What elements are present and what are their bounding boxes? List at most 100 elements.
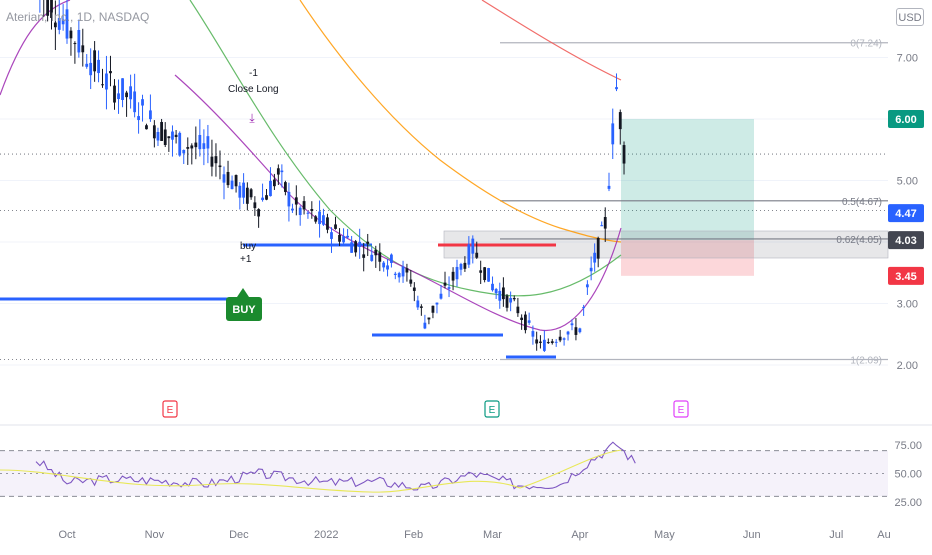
candle-body xyxy=(611,123,615,145)
candle-body xyxy=(374,249,378,256)
candle-body xyxy=(234,175,238,187)
candle-body xyxy=(386,265,389,270)
candle-body xyxy=(280,170,284,173)
candle-body xyxy=(322,215,325,225)
candle-body xyxy=(419,306,423,308)
candle-body xyxy=(501,287,505,300)
price-badge-label: 3.45 xyxy=(895,271,916,283)
candle-body xyxy=(498,290,502,301)
rsi-axis-label: 75.00 xyxy=(894,440,922,452)
candle-body xyxy=(531,331,535,337)
rsi-pane xyxy=(0,441,888,497)
price-axis-label: 3.00 xyxy=(897,299,918,311)
earnings-marker xyxy=(162,400,178,418)
candle-body xyxy=(314,216,318,222)
price-badge xyxy=(888,231,924,250)
candle-body xyxy=(273,179,276,187)
candle-body xyxy=(393,273,397,275)
candle-body xyxy=(310,209,314,211)
candle-body xyxy=(50,0,53,18)
close-long-arrow: ⤓ xyxy=(249,111,255,125)
candle-body xyxy=(459,263,463,270)
candle-body xyxy=(593,252,597,263)
candle-body xyxy=(397,273,401,278)
candle-body xyxy=(77,30,81,53)
candle-body xyxy=(93,50,97,72)
candle-body xyxy=(261,197,264,201)
candle-body xyxy=(622,145,626,164)
time-axis-label: Apr xyxy=(571,529,588,541)
candle-body xyxy=(242,182,245,198)
candle-body xyxy=(475,252,479,258)
candle-body xyxy=(362,254,366,258)
candle-body xyxy=(287,191,291,207)
candle-body xyxy=(562,338,566,340)
price-badge-label: 4.03 xyxy=(895,235,916,247)
candle-body xyxy=(156,131,160,141)
candle-body xyxy=(334,224,337,229)
candle-body xyxy=(390,254,393,263)
candle-body xyxy=(141,99,144,106)
candle-body xyxy=(302,201,306,210)
candlesticks xyxy=(39,0,626,352)
candle-body xyxy=(596,237,600,259)
time-axis-label: Feb xyxy=(404,529,423,541)
price-badge xyxy=(888,266,924,285)
candle-body xyxy=(447,287,451,289)
candle-body xyxy=(230,180,234,190)
candle-body xyxy=(600,225,604,227)
candle-body xyxy=(121,78,124,100)
candle-body xyxy=(210,156,214,167)
candle-body xyxy=(582,306,586,308)
candle-body xyxy=(330,232,333,239)
candle-body xyxy=(412,287,416,291)
candle-body xyxy=(238,185,242,198)
candle-body xyxy=(578,328,582,333)
fib-retracement[interactable]: 0(7.24) 0.5(4.67) 0.62(4.05) 1(2.09) xyxy=(500,39,888,367)
candle-body xyxy=(65,9,69,39)
axes[interactable]: 7.006.005.004.003.002.006.004.474.033.45… xyxy=(58,53,924,542)
candle-body xyxy=(117,93,120,100)
candle-body xyxy=(346,235,349,238)
candle-body xyxy=(137,116,140,121)
candle-body xyxy=(523,314,527,331)
moving-average-line xyxy=(0,0,622,332)
candle-body xyxy=(487,268,490,282)
candle-body xyxy=(401,266,405,277)
candle-body xyxy=(249,189,253,198)
fib-level-label: 0.62(4.05) xyxy=(836,235,882,246)
earnings-marker xyxy=(673,400,689,418)
candle-body xyxy=(378,252,382,262)
earnings-marker xyxy=(484,400,500,418)
candle-body xyxy=(366,241,370,244)
time-axis-label: Dec xyxy=(229,529,249,541)
candle-body xyxy=(435,302,439,305)
candle-body xyxy=(603,217,607,229)
candle-body xyxy=(509,298,513,303)
buy-badge-pointer xyxy=(237,288,249,297)
candle-body xyxy=(291,208,294,211)
candle-body xyxy=(85,63,89,67)
candle-body xyxy=(409,279,413,284)
candle-body xyxy=(370,254,374,261)
candle-body xyxy=(439,293,443,299)
candle-body xyxy=(494,289,498,294)
candle-body xyxy=(214,156,218,164)
candle-body xyxy=(125,92,128,98)
rsi-line xyxy=(35,441,636,491)
candle-body xyxy=(607,185,611,189)
position-tool[interactable] xyxy=(443,119,889,276)
candle-body xyxy=(109,71,112,74)
time-axis-label: Jun xyxy=(743,529,761,541)
candle-body xyxy=(73,43,77,45)
candle-body xyxy=(190,145,194,149)
moving-average-line xyxy=(189,0,622,297)
price-badge-label: 6.00 xyxy=(895,114,916,126)
moving-averages xyxy=(0,0,622,332)
currency-button[interactable]: USD xyxy=(896,8,924,26)
fib-level-label: 0(7.24) xyxy=(850,39,882,50)
candle-body xyxy=(554,341,558,343)
